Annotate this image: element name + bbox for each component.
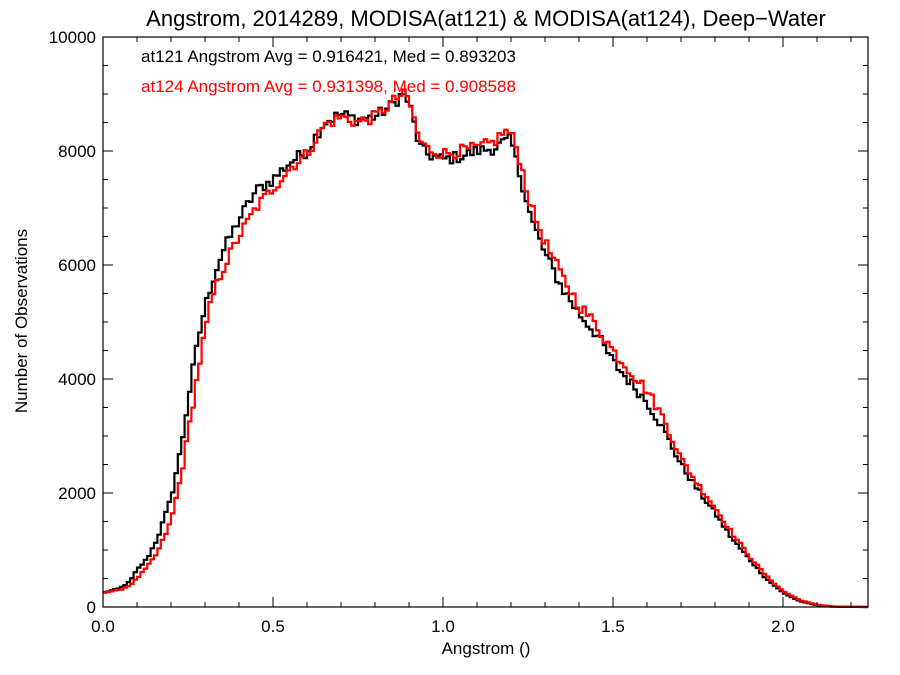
- y-tick-label-1: 2000: [58, 484, 96, 503]
- y-axis-label: Number of Observations: [12, 229, 31, 413]
- y-tick-label-0: 0: [87, 598, 96, 617]
- series-line-1: [103, 88, 868, 609]
- x-tick-label-3: 1.5: [601, 617, 625, 636]
- plot-area: 0.0 0.5 1.0 1.5 2.0 0 2000 4000 6000 8000 10000: [49, 28, 869, 636]
- stats-annotation-at121: at121 Angstrom Avg = 0.916421, Med = 0.8…: [141, 47, 516, 66]
- stats-annotation-at124: at124 Angstrom Avg = 0.931398, Med = 0.9…: [141, 77, 516, 96]
- chart-title: Angstrom, 2014289, MODISA(at121) & MODIS…: [146, 6, 826, 31]
- y-tick-label-3: 6000: [58, 256, 96, 275]
- x-tick-label-0: 0.0: [91, 617, 115, 636]
- y-tick-label-5: 10000: [49, 28, 96, 47]
- x-axis-label: Angstrom (): [442, 639, 531, 658]
- y-tick-label-2: 4000: [58, 370, 96, 389]
- series-line-0: [103, 93, 868, 609]
- y-tick-label-4: 8000: [58, 142, 96, 161]
- x-tick-label-1: 0.5: [261, 617, 285, 636]
- x-tick-label-4: 2.0: [771, 617, 795, 636]
- x-tick-label-2: 1.0: [431, 617, 455, 636]
